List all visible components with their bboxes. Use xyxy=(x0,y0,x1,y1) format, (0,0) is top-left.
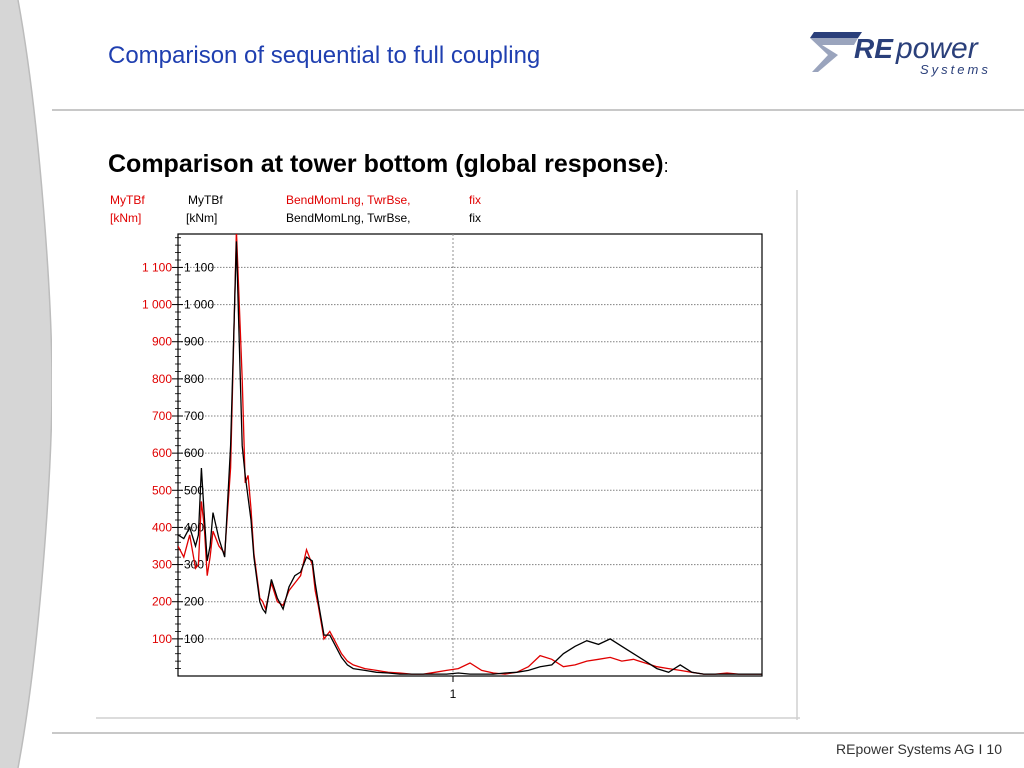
logo-systems-text: Systems xyxy=(920,62,991,77)
plot-frame xyxy=(177,233,763,677)
y-tick-label-black: 1 000 xyxy=(184,298,214,312)
series-black xyxy=(178,241,762,675)
y-tick-label-black: 800 xyxy=(184,372,204,386)
y-tick-label-black: 1 100 xyxy=(184,260,214,274)
y-tick-label-black: 200 xyxy=(184,595,204,609)
y-tick-label-red: 100 xyxy=(152,632,172,646)
header-red-col1: MyTBf xyxy=(110,193,145,207)
y-tick-label-red: 1 100 xyxy=(142,260,172,274)
slide-subtitle: Comparison at tower bottom (global respo… xyxy=(108,150,669,179)
chart-background xyxy=(96,190,800,720)
left-decor-bar xyxy=(0,0,52,768)
logo-re-text: RE xyxy=(854,33,894,64)
header-divider xyxy=(52,109,1024,111)
header-black-col1: MyTBf xyxy=(188,193,223,207)
header-black-col2-flag: fix xyxy=(469,211,481,225)
header-red-col1-unit: [kNm] xyxy=(110,211,141,225)
y-tick-label-black: 100 xyxy=(184,632,204,646)
logo-swoosh-icon xyxy=(810,32,862,72)
logo-power-text: power xyxy=(895,32,979,65)
header-black-col1-unit: [kNm] xyxy=(186,211,217,225)
header-red-col2-flag: fix xyxy=(469,193,481,207)
footer-divider xyxy=(52,732,1024,734)
series-line-black xyxy=(178,241,762,675)
y-tick-label-black: 600 xyxy=(184,446,204,460)
slide-footer: REpower Systems AG I 10 xyxy=(836,741,1002,757)
series-red xyxy=(178,234,762,675)
header-black-col2: BendMomLng, TwrBse, xyxy=(286,211,411,225)
y-tick-label-red: 700 xyxy=(152,409,172,423)
repower-logo: RE power Systems xyxy=(810,32,991,77)
y-tick-label-red: 200 xyxy=(152,595,172,609)
subtitle-colon: : xyxy=(663,156,669,176)
y-tick-label-red: 800 xyxy=(152,372,172,386)
y-tick-label-red: 500 xyxy=(152,483,172,497)
footer-company: REpower Systems AG xyxy=(836,741,975,757)
footer-separator: I xyxy=(978,741,983,757)
y-tick-label-red: 600 xyxy=(152,446,172,460)
series-line-red xyxy=(178,234,762,675)
y-tick-label-black: 900 xyxy=(184,335,204,349)
footer-page-number: 10 xyxy=(986,741,1002,757)
y-tick-label-black: 700 xyxy=(184,409,204,423)
x-tick-label: 1 xyxy=(450,687,457,701)
y-tick-label-red: 300 xyxy=(152,558,172,572)
moment-chart: MyTBf [kNm] MyTBf [kNm] BendMomLng, TwrB… xyxy=(96,190,800,720)
header-red-col2: BendMomLng, TwrBse, xyxy=(286,193,411,207)
y-tick-label-black: 500 xyxy=(184,483,204,497)
y-tick-label-red: 400 xyxy=(152,520,172,534)
y-tick-label-black: 300 xyxy=(184,558,204,572)
series-layer xyxy=(178,234,762,675)
y-tick-label-red: 1 000 xyxy=(142,298,172,312)
y-tick-label-red: 900 xyxy=(152,335,172,349)
subtitle-text: Comparison at tower bottom (global respo… xyxy=(108,150,664,178)
slide-title: Comparison of sequential to full couplin… xyxy=(108,42,541,69)
